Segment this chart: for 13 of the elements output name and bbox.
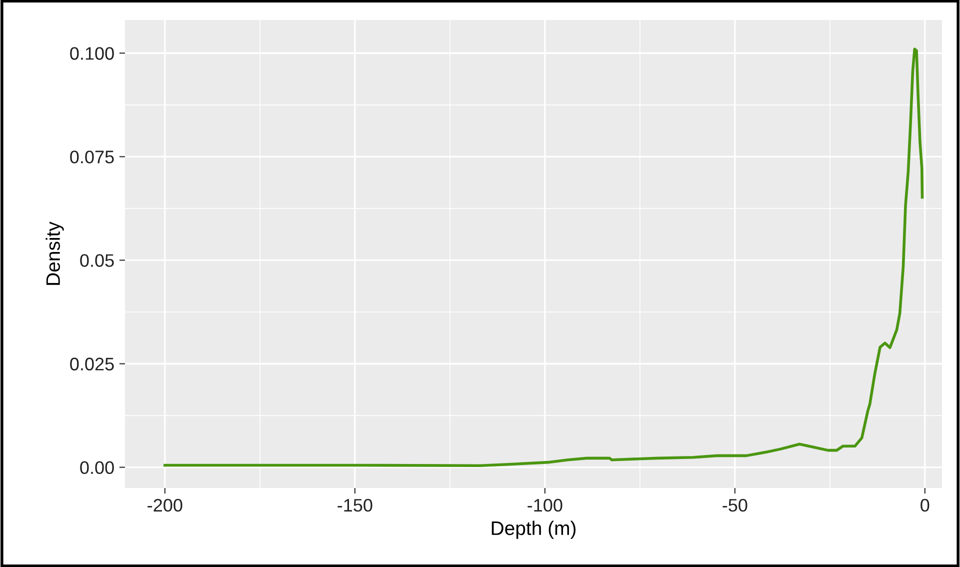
x-tick-label: 0 [920,498,930,512]
line-series [164,48,924,468]
y-axis-title: Density [46,222,64,285]
x-axis-title: Depth (m) [492,520,576,539]
x-tick-label: -50 [722,498,748,512]
y-tick-label: 0.075 [70,150,114,164]
x-tick-label: -100 [528,498,562,512]
x-tick-label: -150 [338,498,372,512]
x-tick-label: -200 [148,498,182,512]
y-tick-label: 0.05 [80,254,114,267]
y-tick-label: 0.00 [80,461,114,474]
y-tick-label: 0.100 [70,47,114,60]
y-tick-label: 0.025 [70,358,114,370]
